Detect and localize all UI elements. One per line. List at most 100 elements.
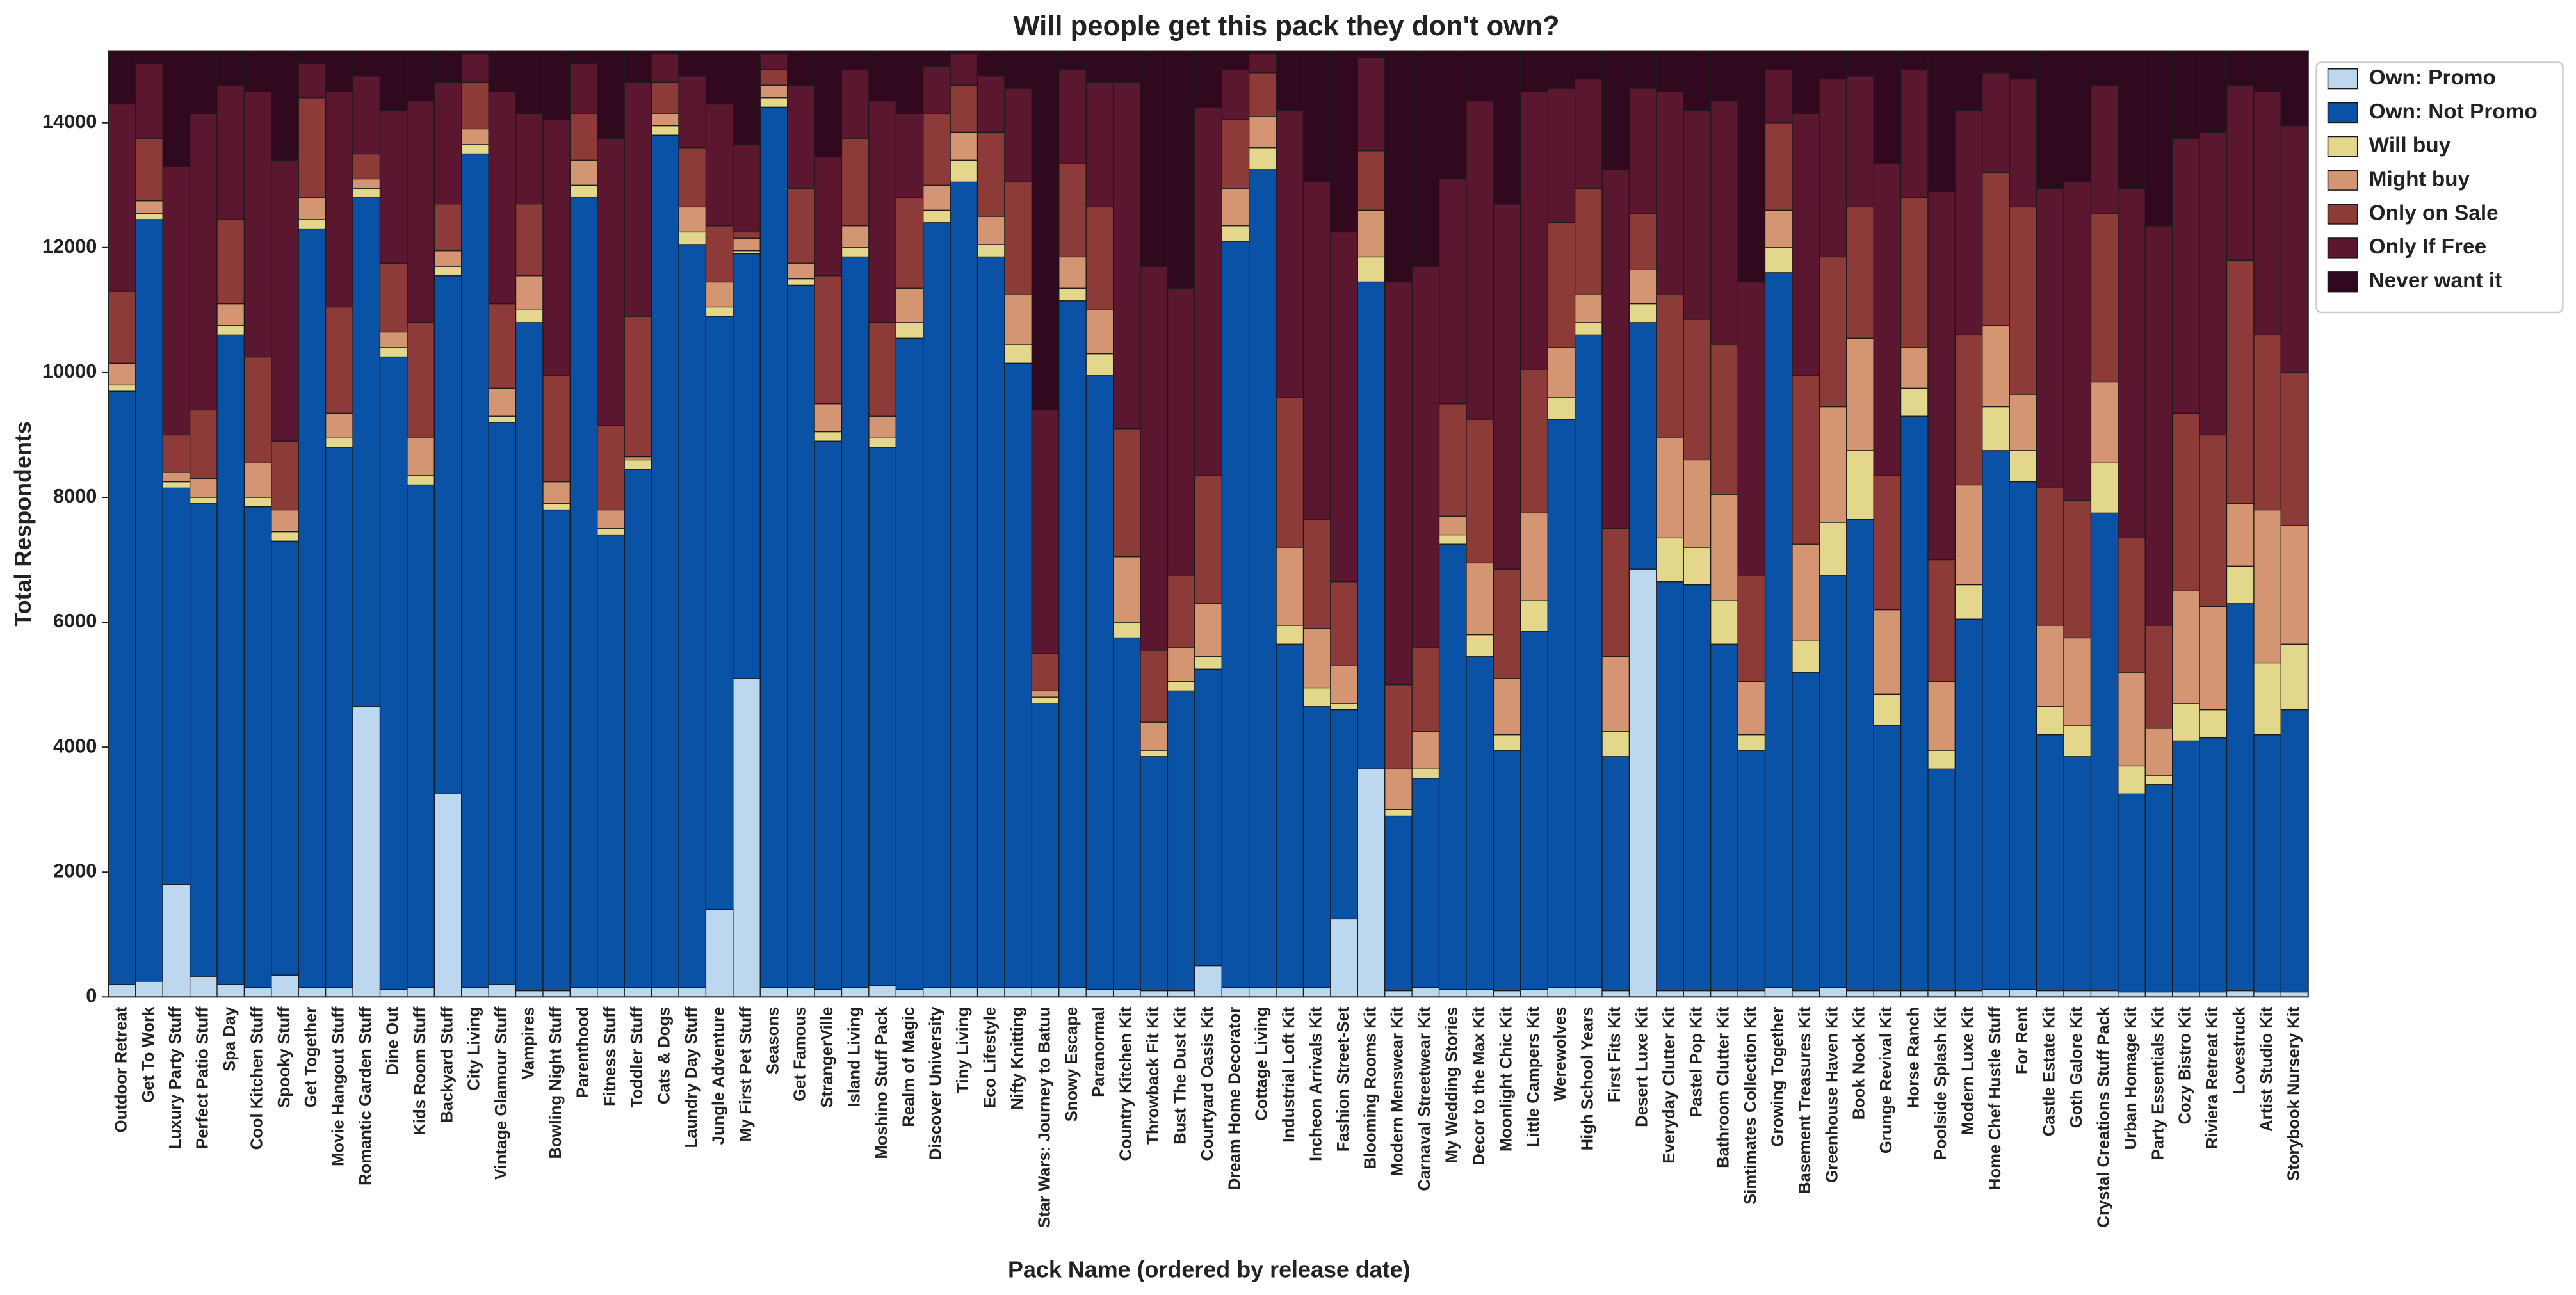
bar-segment: [569, 197, 598, 988]
bar-segment: [787, 50, 815, 86]
bar-segment: [705, 306, 734, 317]
bar-segment: [624, 469, 652, 988]
bar-segment: [923, 184, 951, 211]
bar-segment: [2036, 990, 2064, 997]
x-tick-label: Snowy Escape: [1063, 1007, 1081, 1122]
x-tick-label: Eco Lifestyle: [982, 1007, 1000, 1108]
bar-segment: [1330, 231, 1358, 583]
bar-segment: [814, 275, 843, 405]
bar-segment: [1276, 109, 1304, 398]
bar-segment: [1954, 50, 1983, 111]
bar-segment: [733, 678, 761, 997]
bar-segment: [733, 253, 761, 679]
bar-segment: [1466, 656, 1495, 990]
bar-segment: [733, 231, 761, 239]
bar-segment: [1112, 622, 1141, 639]
bar-segment: [433, 266, 462, 277]
bar-segment: [1085, 375, 1114, 990]
x-tick-label: Moonlight Chic Kit: [1497, 1006, 1515, 1152]
bar-segment: [1982, 450, 2010, 990]
bar-segment: [1547, 88, 1576, 223]
bar-segment: [2118, 672, 2146, 767]
legend-swatch: [2327, 68, 2358, 90]
bar-segment: [923, 222, 951, 988]
bar-segment: [1683, 50, 1712, 111]
x-tick-label: Cottage Living: [1253, 1007, 1271, 1121]
legend-label: Will buy: [2369, 134, 2451, 157]
bar-segment: [787, 284, 815, 988]
bar-segment: [2172, 991, 2200, 997]
bar-segment: [868, 437, 896, 448]
bar-segment: [1085, 353, 1114, 376]
legend-label: Own: Promo: [2369, 66, 2496, 90]
bar-segment: [1438, 403, 1467, 517]
bar-segment: [1819, 987, 1847, 997]
bar-segment: [298, 987, 327, 997]
bar-segment: [841, 50, 870, 70]
bar-segment: [1819, 50, 1847, 80]
bar-segment: [1792, 672, 1820, 992]
bar-segment: [1493, 734, 1521, 751]
bar-segment: [461, 153, 489, 988]
bar-segment: [1330, 703, 1358, 711]
bar-segment: [1601, 756, 1630, 992]
bar-segment: [2063, 725, 2092, 757]
bar-segment: [1194, 965, 1222, 997]
bar-segment: [1085, 50, 1114, 83]
bar-segment: [1656, 91, 1684, 295]
bar-segment: [2199, 991, 2228, 997]
bar-segment: [678, 147, 707, 208]
bar-segment: [1954, 109, 1983, 336]
bar-segment: [1112, 556, 1141, 623]
bar-segment: [624, 316, 652, 458]
x-axis-label: Pack Name (ordered by release date): [1008, 1256, 1411, 1282]
bar-segment: [1710, 990, 1738, 997]
bar-segment: [1466, 419, 1495, 564]
bar-segment: [976, 216, 1005, 245]
y-axis-label: Total Respondents: [10, 421, 36, 627]
bar-segment: [1520, 369, 1548, 514]
bar-segment: [1547, 397, 1576, 420]
bar-segment: [1574, 987, 1603, 997]
y-tick-label: 6000: [53, 609, 97, 632]
x-tick-label: Book Nook Kit: [1851, 1006, 1868, 1120]
x-tick-label: Throwback Fit Kit: [1144, 1006, 1162, 1145]
bar-segment: [976, 256, 1005, 988]
bar-segment: [1249, 72, 1277, 117]
bar-segment: [1819, 78, 1847, 258]
bar-segment: [488, 91, 517, 305]
x-tick-label: Poolside Splash Kit: [1932, 1006, 1950, 1160]
bar-segment: [1194, 603, 1222, 657]
bar-segment: [515, 113, 544, 205]
bar-segment: [895, 287, 924, 323]
bar-segment: [1384, 990, 1413, 997]
y-tick-label: 0: [86, 984, 97, 1006]
x-tick-label: Realm of Magic: [900, 1007, 918, 1127]
bar-segment: [597, 138, 625, 426]
bar-segment: [243, 462, 272, 498]
bar-segment: [1085, 309, 1114, 355]
bar-segment: [1167, 287, 1195, 576]
bar-segment: [868, 322, 896, 417]
bar-segment: [2036, 706, 2064, 736]
bar-segment: [325, 306, 353, 414]
bar-segment: [2280, 525, 2309, 645]
x-tick-label: Toddler Stuff: [628, 1006, 646, 1107]
x-tick-label: Little Campers Kit: [1525, 1006, 1543, 1147]
bar-segment: [841, 225, 870, 248]
bar-segment: [1411, 768, 1440, 779]
bar-segment: [1221, 188, 1250, 227]
bar-segment: [1167, 50, 1195, 289]
x-tick-label: Everyday Clutter Kit: [1660, 1006, 1678, 1164]
bar-segment: [2226, 603, 2255, 992]
bar-segment: [243, 356, 272, 463]
bar-segment: [2253, 991, 2281, 997]
bar-segment: [1167, 690, 1195, 992]
bar-segment: [1710, 100, 1738, 345]
bar-segment: [2063, 637, 2092, 726]
x-tick-label: Nifty Knitting: [1009, 1007, 1026, 1110]
bar-segment: [1683, 547, 1712, 586]
bar-segment: [950, 53, 978, 86]
bar-segment: [433, 81, 462, 205]
x-tick-label: Jungle Adventure: [709, 1007, 727, 1145]
